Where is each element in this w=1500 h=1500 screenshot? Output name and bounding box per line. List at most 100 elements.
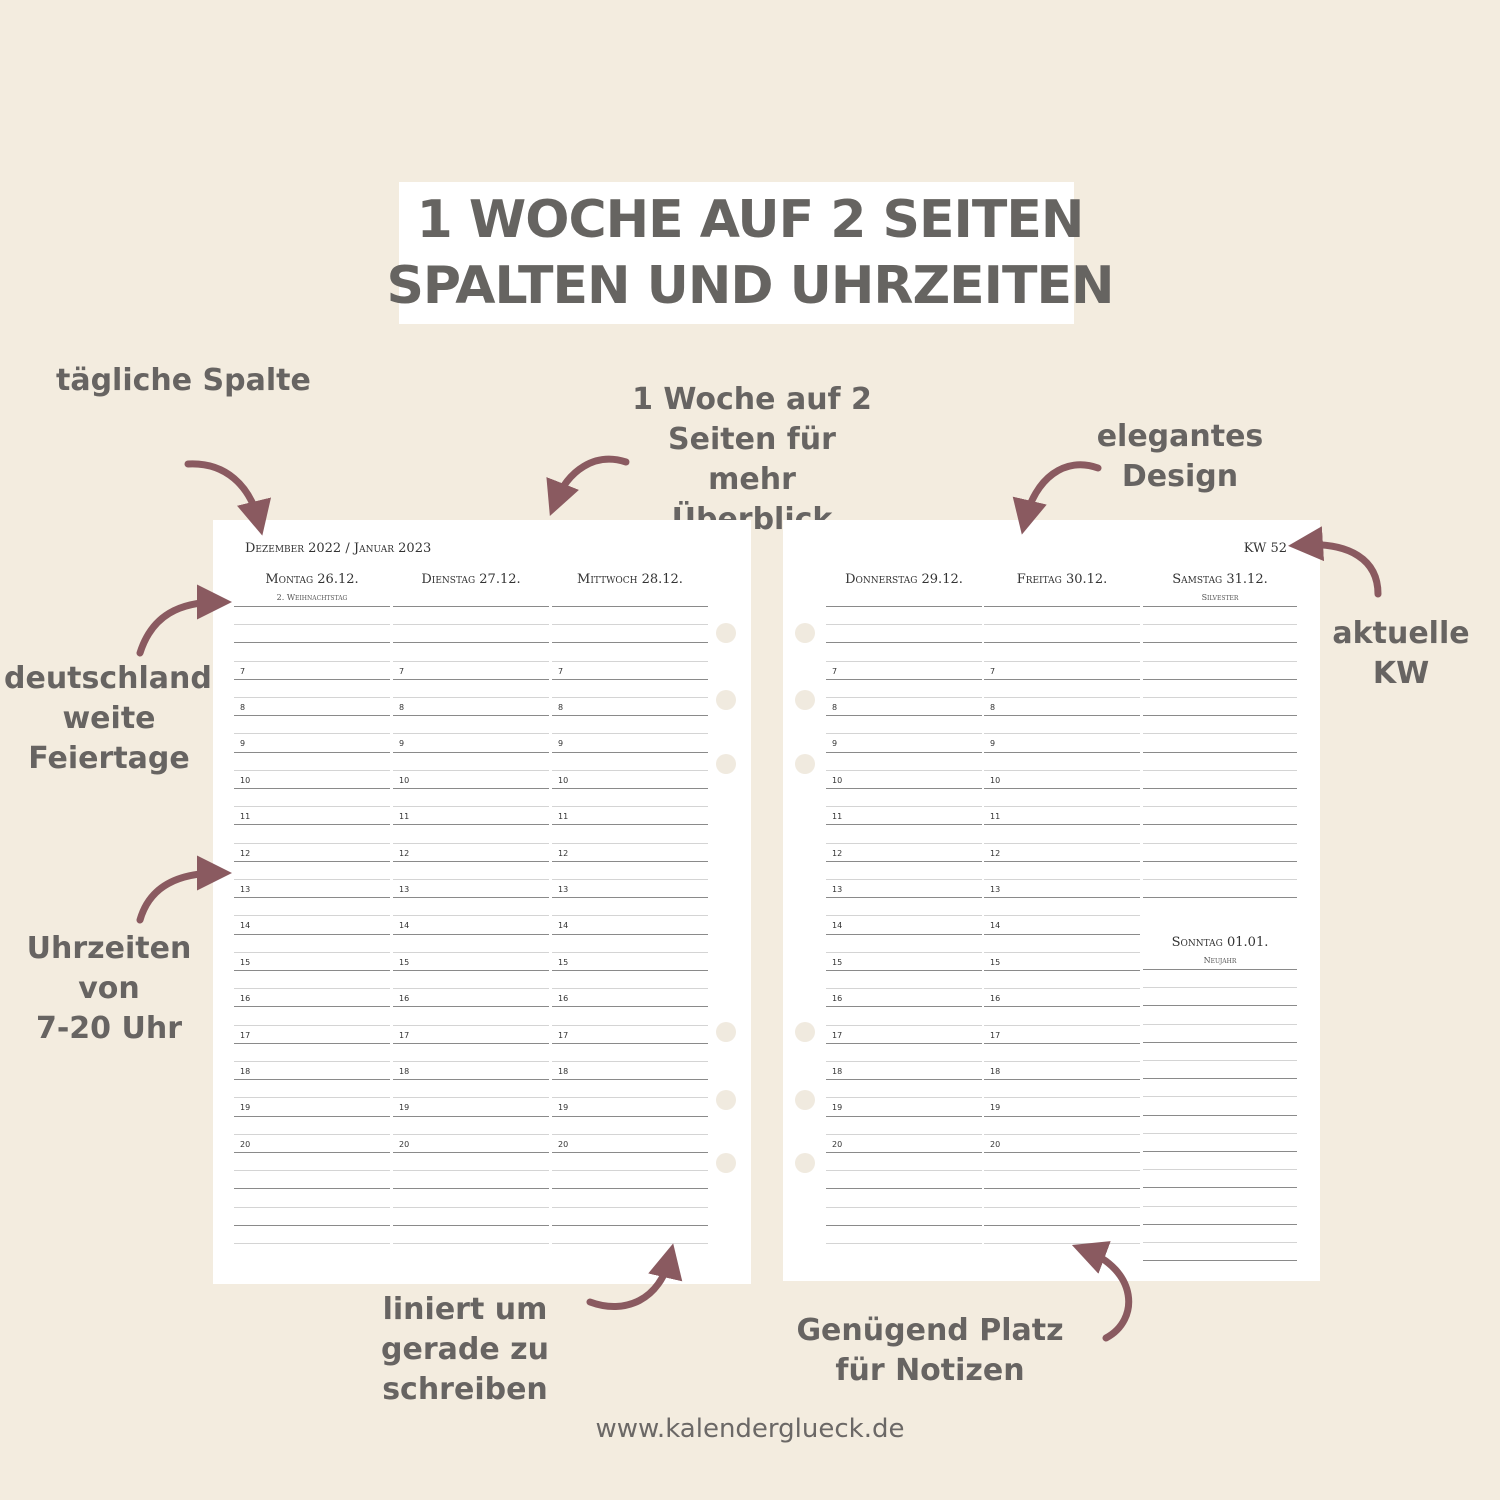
writing-line bbox=[826, 1152, 982, 1153]
writing-line bbox=[234, 1133, 390, 1135]
writing-line bbox=[984, 1006, 1140, 1008]
hour-label: 14 bbox=[558, 921, 569, 931]
writing-line bbox=[234, 1243, 390, 1244]
writing-line bbox=[393, 1188, 549, 1190]
punch-hole bbox=[716, 1022, 736, 1042]
writing-line bbox=[1143, 969, 1297, 970]
writing-line bbox=[234, 733, 390, 735]
writing-line bbox=[393, 933, 549, 935]
writing-line bbox=[984, 806, 1140, 808]
hour-label: 20 bbox=[399, 1139, 410, 1149]
writing-line bbox=[234, 1006, 390, 1008]
writing-line bbox=[1143, 788, 1297, 789]
hour-label: 7 bbox=[832, 666, 838, 676]
holiday-label: 2. Weihnachtstag bbox=[276, 593, 348, 602]
writing-line bbox=[393, 806, 549, 808]
hour-label: 17 bbox=[399, 1030, 410, 1040]
writing-line bbox=[826, 1079, 982, 1081]
writing-line bbox=[393, 842, 549, 844]
writing-line bbox=[826, 1206, 982, 1208]
annotation-line: elegantes bbox=[1096, 419, 1264, 454]
writing-line bbox=[826, 1024, 982, 1026]
writing-line bbox=[393, 642, 549, 644]
writing-line bbox=[1143, 806, 1297, 808]
hour-label: 9 bbox=[558, 739, 564, 749]
writing-line bbox=[234, 1097, 390, 1099]
writing-line bbox=[826, 769, 982, 771]
annotation-line: 1 Woche auf 2 bbox=[632, 382, 872, 417]
punch-hole bbox=[795, 1022, 815, 1042]
hour-label: 8 bbox=[832, 703, 838, 712]
hour-label: 13 bbox=[990, 885, 1001, 894]
hour-label: 18 bbox=[399, 1067, 410, 1076]
writing-line bbox=[826, 842, 982, 844]
writing-line bbox=[552, 970, 708, 971]
writing-line bbox=[1143, 824, 1297, 826]
writing-line bbox=[826, 1133, 982, 1135]
writing-line bbox=[393, 1152, 549, 1153]
writing-line bbox=[984, 970, 1140, 971]
hour-label: 13 bbox=[399, 885, 410, 894]
writing-line bbox=[984, 660, 1140, 662]
writing-line bbox=[1143, 642, 1297, 644]
hour-label: 14 bbox=[990, 921, 1001, 931]
day-name: Dienstag 27.12. bbox=[421, 572, 521, 587]
hour-label: 16 bbox=[558, 994, 569, 1004]
day-name: Freitag 30.12. bbox=[1016, 572, 1108, 587]
hour-label: 11 bbox=[240, 812, 251, 822]
writing-line bbox=[826, 824, 982, 826]
annotation-current-week: aktuelle KW bbox=[1326, 614, 1476, 694]
writing-line bbox=[1143, 1223, 1297, 1225]
punch-hole bbox=[716, 754, 736, 774]
writing-line bbox=[552, 806, 708, 808]
writing-line bbox=[984, 1061, 1140, 1062]
writing-line bbox=[984, 915, 1140, 917]
writing-line bbox=[826, 1170, 982, 1172]
writing-line bbox=[1143, 1205, 1297, 1207]
writing-line bbox=[1143, 842, 1297, 844]
writing-line bbox=[1143, 1187, 1297, 1189]
writing-line bbox=[984, 1115, 1140, 1117]
writing-line bbox=[552, 860, 708, 862]
holiday-label: Silvester bbox=[1201, 593, 1239, 602]
hour-label: 20 bbox=[558, 1139, 569, 1149]
writing-line bbox=[552, 769, 708, 771]
writing-line bbox=[1143, 660, 1297, 662]
hour-label: 7 bbox=[240, 666, 246, 676]
writing-line bbox=[826, 1006, 982, 1008]
writing-line bbox=[826, 860, 982, 862]
hour-label: 14 bbox=[399, 921, 410, 931]
writing-line bbox=[1143, 1005, 1297, 1007]
writing-line bbox=[552, 1079, 708, 1081]
writing-line bbox=[1143, 733, 1297, 735]
writing-line bbox=[393, 860, 549, 862]
writing-line bbox=[393, 1206, 549, 1208]
writing-line bbox=[826, 660, 982, 662]
writing-line bbox=[393, 697, 549, 698]
writing-line bbox=[1143, 1023, 1297, 1025]
writing-line bbox=[552, 915, 708, 917]
hour-label: 20 bbox=[832, 1139, 843, 1149]
writing-line bbox=[234, 1024, 390, 1026]
punch-hole bbox=[795, 690, 815, 710]
hour-label: 19 bbox=[832, 1103, 843, 1113]
hour-label: 9 bbox=[240, 739, 246, 749]
writing-line bbox=[826, 1224, 982, 1226]
arrow-notes-icon bbox=[1071, 1241, 1133, 1342]
hour-label: 17 bbox=[240, 1030, 251, 1040]
writing-line bbox=[393, 1097, 549, 1099]
writing-line bbox=[393, 624, 549, 626]
annotation-lined: liniert um gerade zu schreiben bbox=[375, 1290, 555, 1410]
writing-line bbox=[393, 915, 549, 917]
hour-label: 15 bbox=[990, 957, 1001, 967]
writing-line bbox=[826, 606, 982, 607]
day-name: Samstag 31.12. bbox=[1172, 572, 1268, 587]
writing-line bbox=[1143, 1260, 1297, 1262]
writing-line bbox=[234, 806, 390, 808]
writing-line bbox=[393, 678, 549, 680]
hour-label: 18 bbox=[240, 1067, 251, 1076]
writing-line bbox=[1143, 1114, 1297, 1116]
annotation-line: Seiten für bbox=[668, 422, 836, 457]
writing-line bbox=[552, 697, 708, 698]
